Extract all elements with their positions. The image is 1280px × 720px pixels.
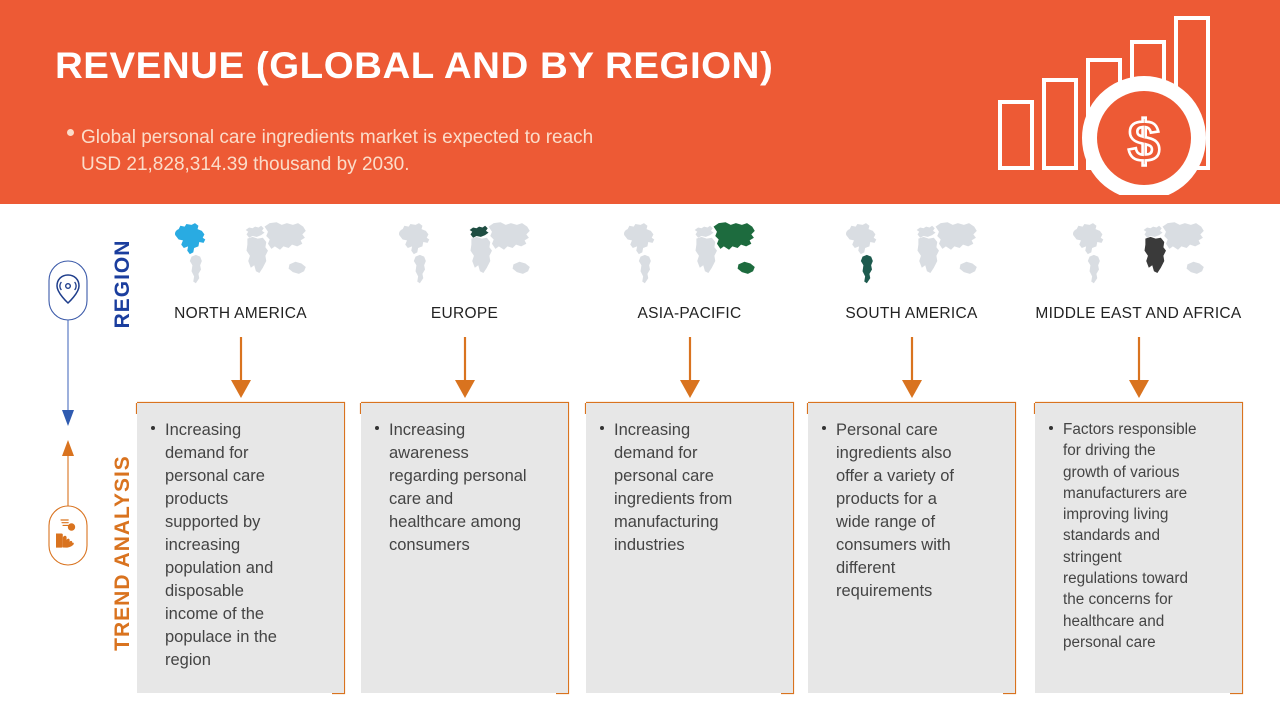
svg-text:$: $ [1128, 109, 1160, 174]
